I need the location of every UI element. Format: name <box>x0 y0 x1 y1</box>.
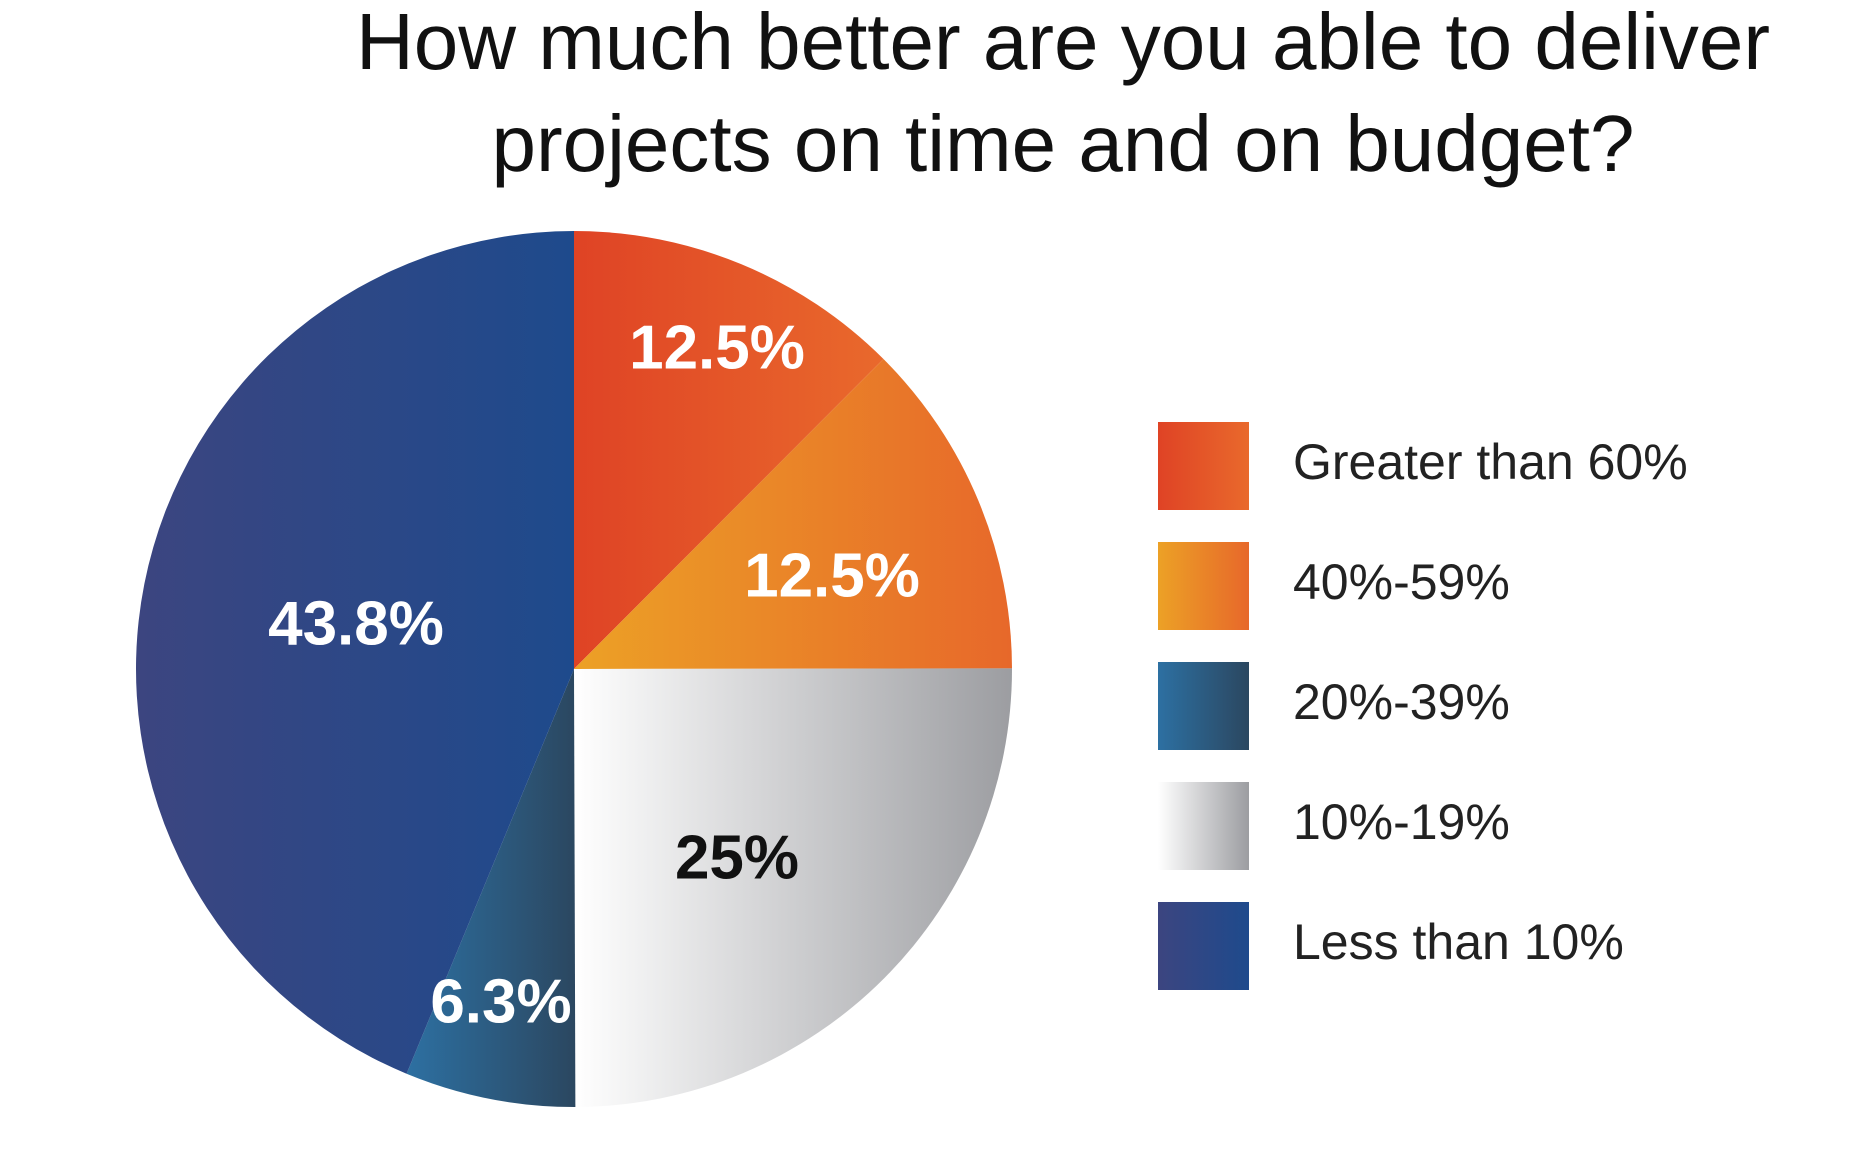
pie-slice <box>136 230 575 1074</box>
legend-swatch <box>1158 782 1249 870</box>
chart-title: projects on time and on budget? <box>491 99 1634 188</box>
data-label: 12.5% <box>744 541 920 610</box>
data-label: 6.3% <box>430 967 571 1036</box>
data-label: 43.8% <box>268 589 444 658</box>
chart-title: How much better are you able to deliver <box>356 0 1770 86</box>
legend-label: 20%-39% <box>1293 674 1510 730</box>
legend-swatch <box>1158 662 1249 750</box>
pie-slice <box>574 231 884 669</box>
pie-slice <box>574 668 1012 1107</box>
legend-label: Less than 10% <box>1293 914 1624 970</box>
data-label: 12.5% <box>629 313 805 382</box>
data-label: 25% <box>675 823 799 892</box>
legend-label: 10%-19% <box>1293 794 1510 850</box>
pie-slice <box>574 359 1012 669</box>
pie-slice <box>406 669 576 1107</box>
legend-label: 40%-59% <box>1293 554 1510 610</box>
legend-swatch <box>1158 422 1249 510</box>
legend-label: Greater than 60% <box>1293 434 1688 490</box>
legend-swatch <box>1158 902 1249 990</box>
legend-swatch <box>1158 542 1249 630</box>
